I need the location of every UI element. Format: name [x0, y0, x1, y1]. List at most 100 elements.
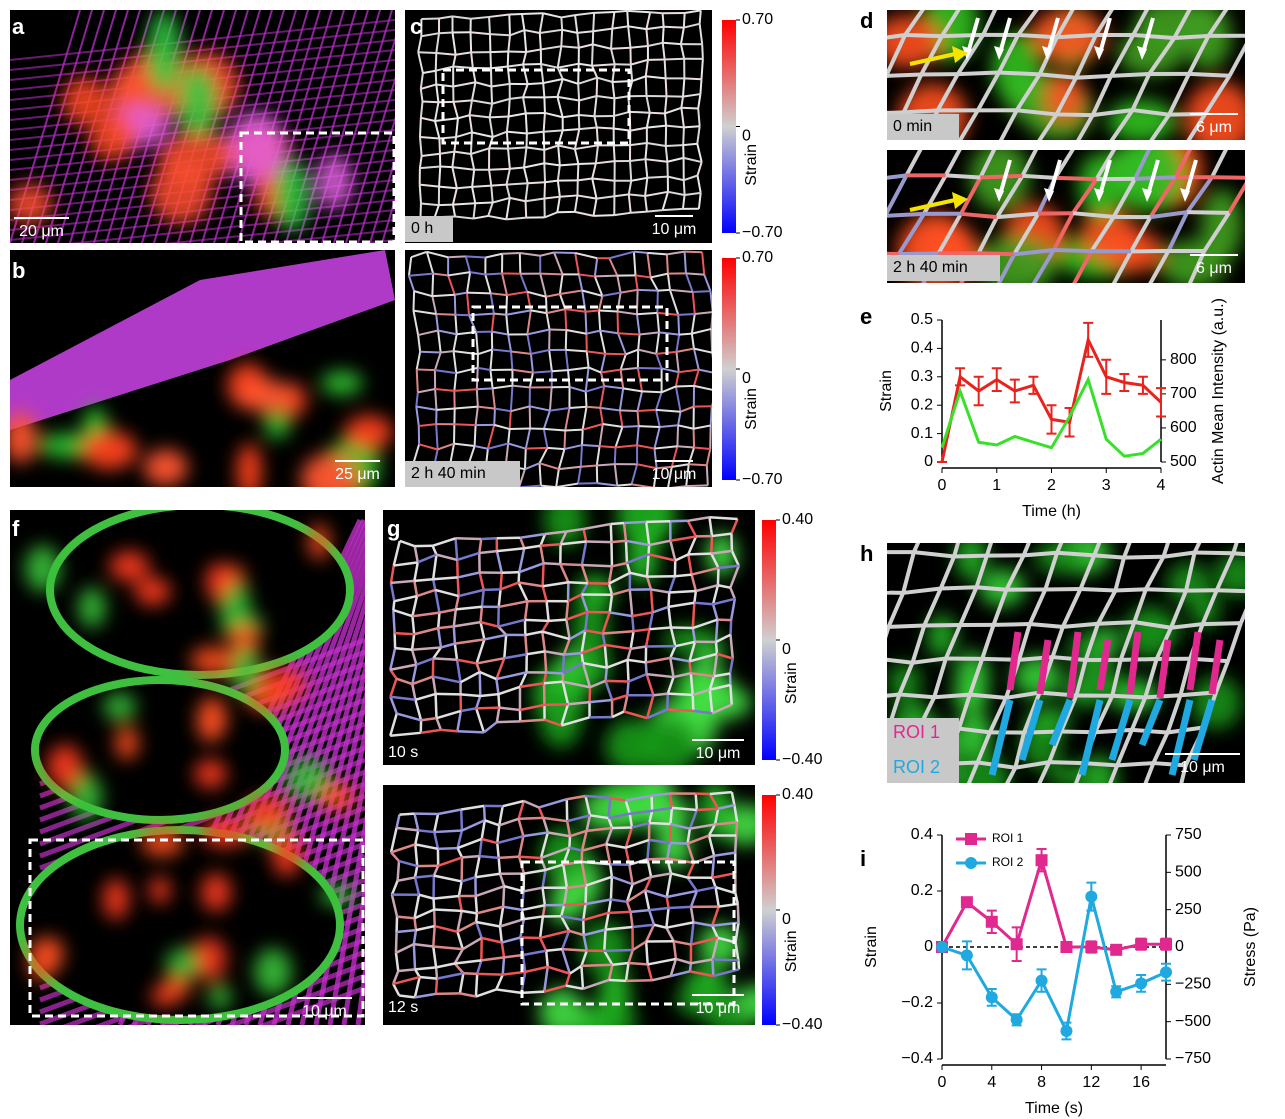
arrow-head [952, 192, 968, 209]
mesh-edge [1120, 657, 1157, 662]
mesh-edge [1113, 557, 1126, 592]
mesh-edge [454, 959, 482, 965]
mesh-edge [422, 69, 436, 74]
mesh-edge [636, 391, 643, 412]
mesh-edge [452, 15, 471, 20]
mesh-edge [538, 447, 549, 464]
mesh-edge [901, 73, 924, 114]
arrow [909, 198, 956, 212]
blob [1190, 676, 1242, 729]
mesh-edge [395, 814, 401, 829]
mesh-edge [608, 812, 630, 820]
mesh-edge [420, 202, 439, 207]
mesh-edge [496, 671, 527, 681]
mesh-edge [578, 162, 596, 165]
mesh-edge [684, 250, 703, 254]
mesh-edge [458, 973, 465, 994]
mesh-edge [611, 561, 628, 568]
mesh-edge [661, 367, 679, 374]
mesh-edge [699, 79, 703, 95]
mesh-edge [584, 391, 588, 407]
x-tick-label: 4 [987, 1074, 996, 1091]
mesh-edge [593, 115, 598, 128]
mesh-edge [452, 166, 475, 171]
mesh-edge [1129, 216, 1153, 253]
mesh-edge [646, 859, 653, 878]
mesh-edge [477, 405, 496, 410]
arrow-head [1094, 46, 1104, 60]
mesh-edge [694, 793, 699, 811]
mesh-edge [410, 649, 418, 665]
point [1160, 938, 1172, 951]
mesh-edge [559, 162, 579, 167]
image-panel [10, 10, 395, 243]
mesh-edge [688, 809, 699, 830]
mesh-edge [828, 2, 850, 38]
mesh-edge [504, 653, 527, 660]
mesh-edge [669, 657, 675, 678]
mesh-edge [635, 314, 641, 335]
mesh-edge [599, 407, 604, 425]
mesh-edge [599, 445, 616, 449]
x-tick-label: 2 [1047, 477, 1056, 494]
mesh-edge [1143, 658, 1159, 698]
mesh-edge [469, 271, 486, 276]
mesh-edge [435, 33, 440, 54]
mesh-edge [646, 839, 651, 860]
mesh-edge [413, 942, 434, 948]
mesh-edge [630, 645, 647, 651]
mesh-edge [782, 730, 814, 732]
mesh-edge [431, 579, 437, 591]
mesh-edge [585, 629, 603, 635]
mesh-edge [562, 864, 569, 888]
mesh-edge [566, 794, 586, 801]
mesh-edge [530, 348, 550, 355]
mesh-edge [498, 600, 528, 609]
mesh-edge [1174, 33, 1209, 40]
mesh-edge [711, 352, 712, 359]
mesh-edge [574, 252, 580, 275]
mesh-edge [888, 623, 925, 629]
mesh-edge [1188, 71, 1230, 78]
mesh-edge [485, 272, 503, 276]
mesh-edge [625, 539, 650, 547]
mesh-edge [525, 48, 542, 53]
mesh-edge [629, 141, 648, 147]
mesh-edge [410, 634, 416, 650]
mesh-edge [475, 201, 493, 205]
y-tick-label: 0.1 [911, 425, 933, 442]
mesh-edge [505, 184, 511, 199]
mesh-edge [488, 103, 494, 118]
mesh-edge [490, 65, 508, 70]
mesh-edge [1055, 10, 1075, 39]
mesh-edge [592, 12, 596, 32]
mesh-edge [474, 973, 479, 997]
mesh-edge [673, 672, 692, 679]
mesh-edge [591, 44, 594, 66]
arrow [966, 17, 980, 54]
mesh-edge [580, 652, 585, 664]
mesh-edge [541, 630, 571, 641]
mesh-edge [390, 843, 416, 854]
mesh-edge [666, 250, 685, 256]
mesh-edge [661, 191, 669, 211]
blob [62, 77, 107, 126]
mesh-edge [510, 350, 532, 355]
mesh-edge [625, 838, 650, 849]
mesh-edge [582, 661, 608, 669]
legend-label: ROI 1 [992, 831, 1024, 845]
mesh-edge [1023, 550, 1058, 558]
point [985, 991, 998, 1004]
mesh-edge [711, 937, 720, 960]
mesh-edge [495, 657, 506, 680]
mesh-edge [574, 251, 598, 260]
mesh-edge [648, 553, 676, 562]
mesh-edge [692, 348, 700, 370]
mesh-edge [688, 463, 707, 467]
mesh-edge [518, 671, 528, 688]
mesh-edge [595, 445, 601, 466]
mesh-edge [503, 884, 524, 893]
arrow [998, 17, 1012, 54]
mesh-edge [602, 423, 623, 428]
mesh-edge [614, 193, 629, 198]
